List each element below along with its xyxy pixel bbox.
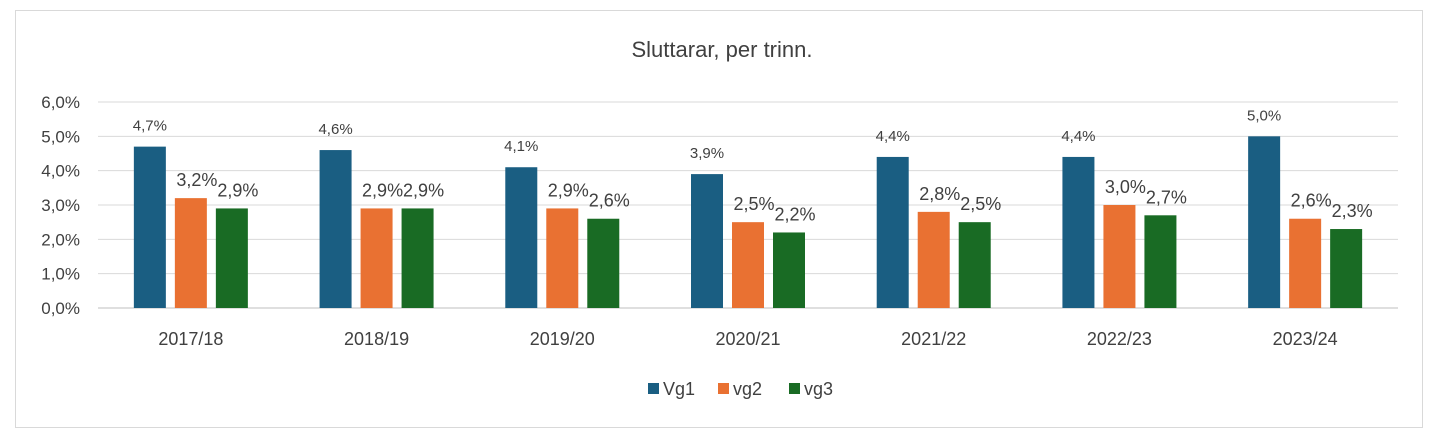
legend-label: Vg1	[663, 379, 695, 399]
y-axis: 0,0% 1,0% 2,0% 3,0% 4,0% 5,0% 6,0%	[41, 93, 80, 318]
bar-vg2	[1289, 218, 1322, 308]
data-label: 4,4%	[1061, 128, 1095, 145]
data-label: 2,6%	[589, 191, 630, 211]
gridlines	[98, 101, 1398, 309]
data-label: 4,4%	[876, 128, 910, 145]
x-tick-label: 2022/23	[1087, 329, 1152, 349]
bar-vg3	[401, 208, 434, 308]
data-label: 4,1%	[504, 138, 538, 155]
y-tick-label: 0,0%	[41, 299, 80, 318]
legend-swatch	[789, 383, 800, 394]
bar-vg2	[732, 222, 764, 308]
bar-vg3	[1330, 229, 1363, 308]
bar-vg1	[1062, 156, 1095, 308]
data-label: 2,7%	[1146, 187, 1187, 207]
data-label: 4,6%	[318, 121, 352, 138]
y-tick-label: 2,0%	[41, 230, 80, 249]
data-label: 2,5%	[733, 194, 774, 214]
bar-vg1	[505, 167, 538, 308]
data-label: 4,7%	[133, 118, 167, 135]
x-tick-label: 2019/20	[530, 329, 595, 349]
data-label: 2,3%	[1332, 201, 1373, 221]
chart-title: Sluttarar, per trinn.	[632, 37, 813, 62]
data-label: 3,2%	[176, 170, 217, 190]
bar-vg3	[1144, 215, 1177, 308]
bar-vg2	[174, 198, 207, 308]
data-label: 2,2%	[774, 204, 815, 224]
bar-vg1	[133, 146, 166, 308]
y-tick-label: 6,0%	[41, 93, 80, 112]
legend: Vg1 vg2 vg3	[648, 379, 833, 399]
data-labels: 4,7%3,2%2,9%4,6%2,9% 2,9%4,1%2,9%2,6%3,9%…	[133, 107, 1373, 224]
x-tick-label: 2023/24	[1273, 329, 1338, 349]
data-label: 3,9%	[690, 145, 724, 162]
data-label: 2,5%	[960, 194, 1001, 214]
x-tick-label: 2021/22	[901, 329, 966, 349]
legend-swatch	[718, 383, 729, 394]
legend-label: vg3	[804, 379, 833, 399]
bar-vg3	[587, 218, 620, 308]
y-tick-label: 1,0%	[41, 265, 80, 284]
data-label: 2,9%	[217, 180, 258, 200]
data-label: 2,9%	[548, 180, 589, 200]
bar-vg3	[773, 232, 805, 308]
y-tick-label: 4,0%	[41, 162, 80, 181]
legend-swatch	[648, 383, 659, 394]
data-label: 3,0%	[1105, 177, 1146, 197]
y-tick-label: 3,0%	[41, 196, 80, 215]
data-label: 2,9%	[362, 180, 403, 200]
bar-vg2	[1103, 205, 1136, 308]
bar-vg1	[876, 156, 909, 308]
data-label: 2,9%	[403, 180, 444, 200]
bar-vg3	[958, 222, 991, 308]
bar-vg2	[917, 211, 950, 308]
y-tick-label: 5,0%	[41, 127, 80, 146]
bar-vg1	[691, 174, 723, 308]
bar-vg2	[546, 208, 579, 308]
bar-vg3	[215, 208, 248, 308]
data-label: 5,0%	[1247, 107, 1281, 124]
legend-label: vg2	[733, 379, 762, 399]
bar-vg2	[360, 208, 393, 308]
x-tick-label: 2018/19	[344, 329, 409, 349]
data-label: 2,8%	[919, 184, 960, 204]
x-tick-label: 2017/18	[158, 329, 223, 349]
bars	[133, 136, 1363, 308]
bar-vg1	[319, 150, 352, 308]
bar-vg1	[1248, 136, 1281, 308]
x-axis: 2017/18 2018/19 2019/20 2020/21 2021/22 2022/…	[158, 329, 1337, 349]
x-tick-label: 2020/21	[715, 329, 780, 349]
data-label: 2,6%	[1291, 191, 1332, 211]
